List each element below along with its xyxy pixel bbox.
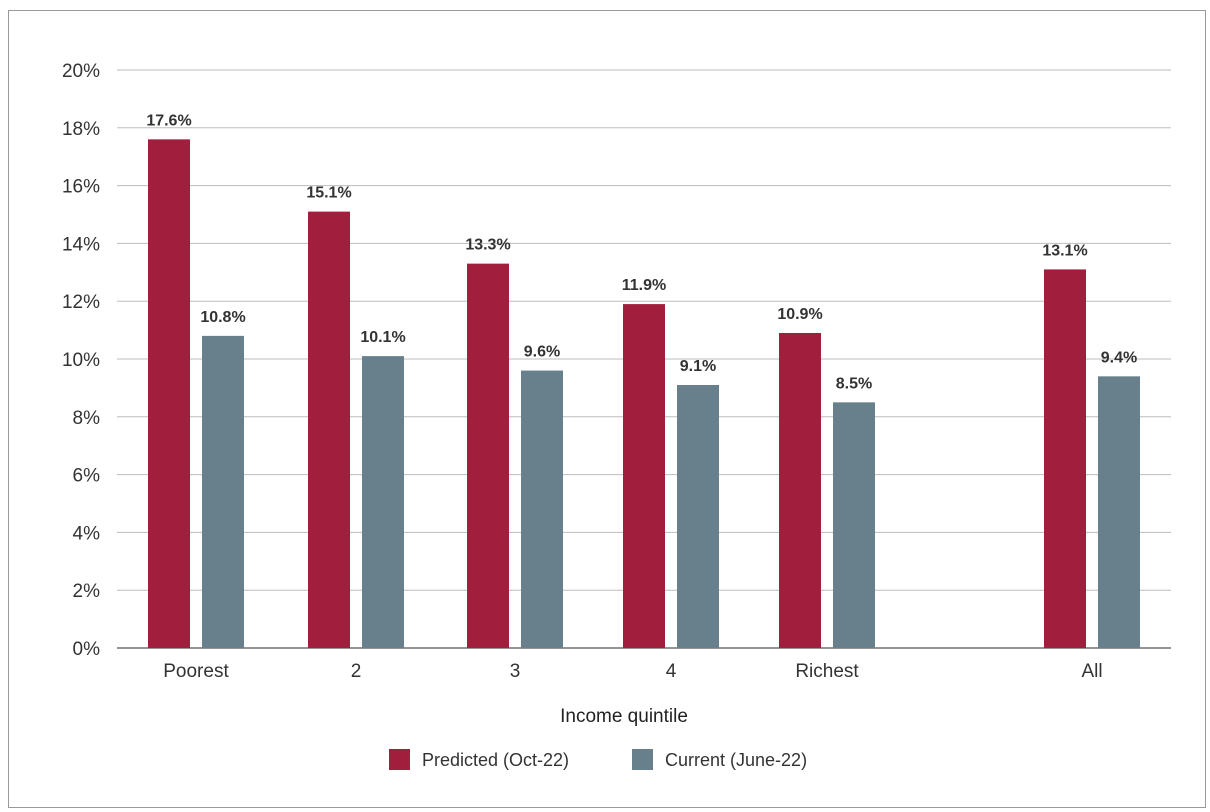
bar-predicted [623, 304, 665, 648]
y-tick-label: 2% [73, 581, 101, 602]
y-axis-ticks: 0% 2% 4% 6% 8% 10% 12% 14% 16% 18% 20% [62, 61, 100, 660]
bar-predicted [1044, 269, 1086, 648]
bar-current [362, 356, 404, 648]
bar-predicted [467, 263, 509, 648]
bar-predicted [148, 139, 190, 649]
data-label: 13.1% [1042, 242, 1087, 259]
x-category-label: Richest [795, 661, 859, 682]
data-labels: 17.6% 10.8% 15.1% 10.1% 13.3% 9.6% 11.9% 9.1% 10… [146, 112, 1137, 392]
y-tick-label: 0% [73, 639, 101, 660]
data-label: 8.5% [836, 375, 872, 392]
data-label: 9.1% [680, 358, 716, 375]
legend-swatch-predicted [389, 749, 410, 770]
y-tick-label: 10% [62, 350, 100, 371]
y-tick-label: 20% [62, 61, 100, 82]
y-tick-label: 6% [73, 466, 101, 487]
y-tick-label: 16% [62, 177, 100, 198]
legend-label-predicted: Predicted (Oct-22) [422, 750, 569, 770]
x-category-label: 3 [510, 661, 521, 682]
bar-current [521, 370, 563, 648]
bar-current [677, 385, 719, 648]
x-category-label: 4 [666, 661, 677, 682]
data-label: 9.6% [524, 344, 560, 361]
bar-predicted [308, 211, 350, 649]
data-label: 10.1% [360, 329, 405, 346]
x-category-label: All [1081, 661, 1102, 682]
bar-current [202, 335, 244, 648]
data-label: 11.9% [622, 277, 666, 294]
x-axis-categories: Poorest 2 3 4 Richest All [163, 661, 1102, 682]
data-label: 15.1% [306, 185, 351, 202]
data-label: 10.8% [200, 309, 245, 326]
legend-swatch-current [632, 749, 653, 770]
legend-label-current: Current (June-22) [665, 750, 807, 770]
bar-predicted [779, 332, 821, 648]
y-tick-label: 4% [73, 523, 101, 544]
legend: Predicted (Oct-22) Current (June-22) [389, 749, 807, 770]
data-label: 17.6% [146, 112, 191, 129]
data-label: 9.4% [1101, 349, 1137, 366]
bar-current [833, 402, 875, 648]
bar-current [1098, 376, 1140, 648]
data-label: 10.9% [777, 306, 822, 323]
x-axis-title: Income quintile [560, 706, 688, 727]
y-tick-label: 12% [62, 292, 100, 313]
x-category-label: 2 [351, 661, 362, 682]
y-tick-label: 8% [73, 408, 101, 429]
gridlines [117, 69, 1171, 649]
y-tick-label: 18% [62, 119, 100, 140]
bars [148, 139, 1140, 649]
data-label: 13.3% [465, 237, 510, 254]
x-category-label: Poorest [163, 661, 229, 682]
y-tick-label: 14% [62, 234, 100, 255]
